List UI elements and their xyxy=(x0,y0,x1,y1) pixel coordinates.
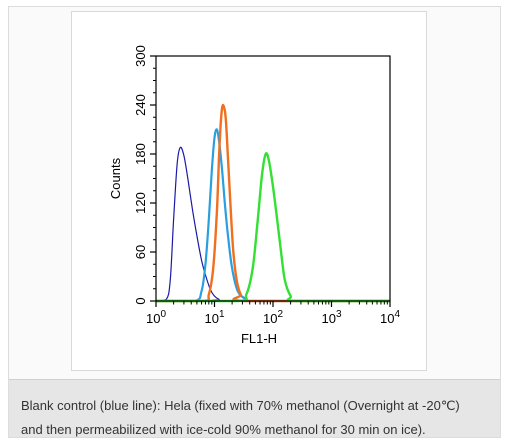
figure-card: 0 60 120 180 240 300 100 101 102 103 104 Counts FL… xyxy=(8,6,501,438)
y-tick-label: 0 xyxy=(133,297,148,304)
y-tick-label: 300 xyxy=(133,45,148,67)
caption-line-1: Blank control (blue line): Hela (fixed w… xyxy=(21,398,460,413)
labels-layer: 0 60 120 180 240 300 100 101 102 103 104 xyxy=(133,45,400,326)
histogram-series-2 xyxy=(156,128,390,303)
histogram-series-4 xyxy=(156,152,390,303)
y-tick-label: 60 xyxy=(133,245,148,259)
caption-bar: Blank control (blue line): Hela (fixed w… xyxy=(9,379,500,437)
series-layer xyxy=(155,103,390,303)
x-tick-label: 102 xyxy=(263,309,283,326)
histogram-series-3 xyxy=(156,103,390,303)
x-axis-title: FL1-H xyxy=(241,331,277,346)
axes-layer xyxy=(150,55,391,307)
y-axis-title: Counts xyxy=(108,157,123,199)
x-tick-label: 104 xyxy=(380,309,400,326)
x-tick-label: 100 xyxy=(146,309,166,326)
y-tick-label: 180 xyxy=(133,143,148,165)
x-tick-label: 103 xyxy=(321,309,341,326)
histogram-series-1 xyxy=(155,146,390,302)
flow-cytometry-histogram: 0 60 120 180 240 300 100 101 102 103 104 Counts FL… xyxy=(108,45,400,346)
caption-line-2: and then permeabilized with ice-cold 90%… xyxy=(21,422,426,437)
y-tick-label: 240 xyxy=(133,94,148,116)
y-tick-label: 120 xyxy=(133,192,148,214)
plot-frame: 0 60 120 180 240 300 100 101 102 103 104 Counts FL… xyxy=(71,11,427,371)
x-tick-label: 101 xyxy=(204,309,224,326)
